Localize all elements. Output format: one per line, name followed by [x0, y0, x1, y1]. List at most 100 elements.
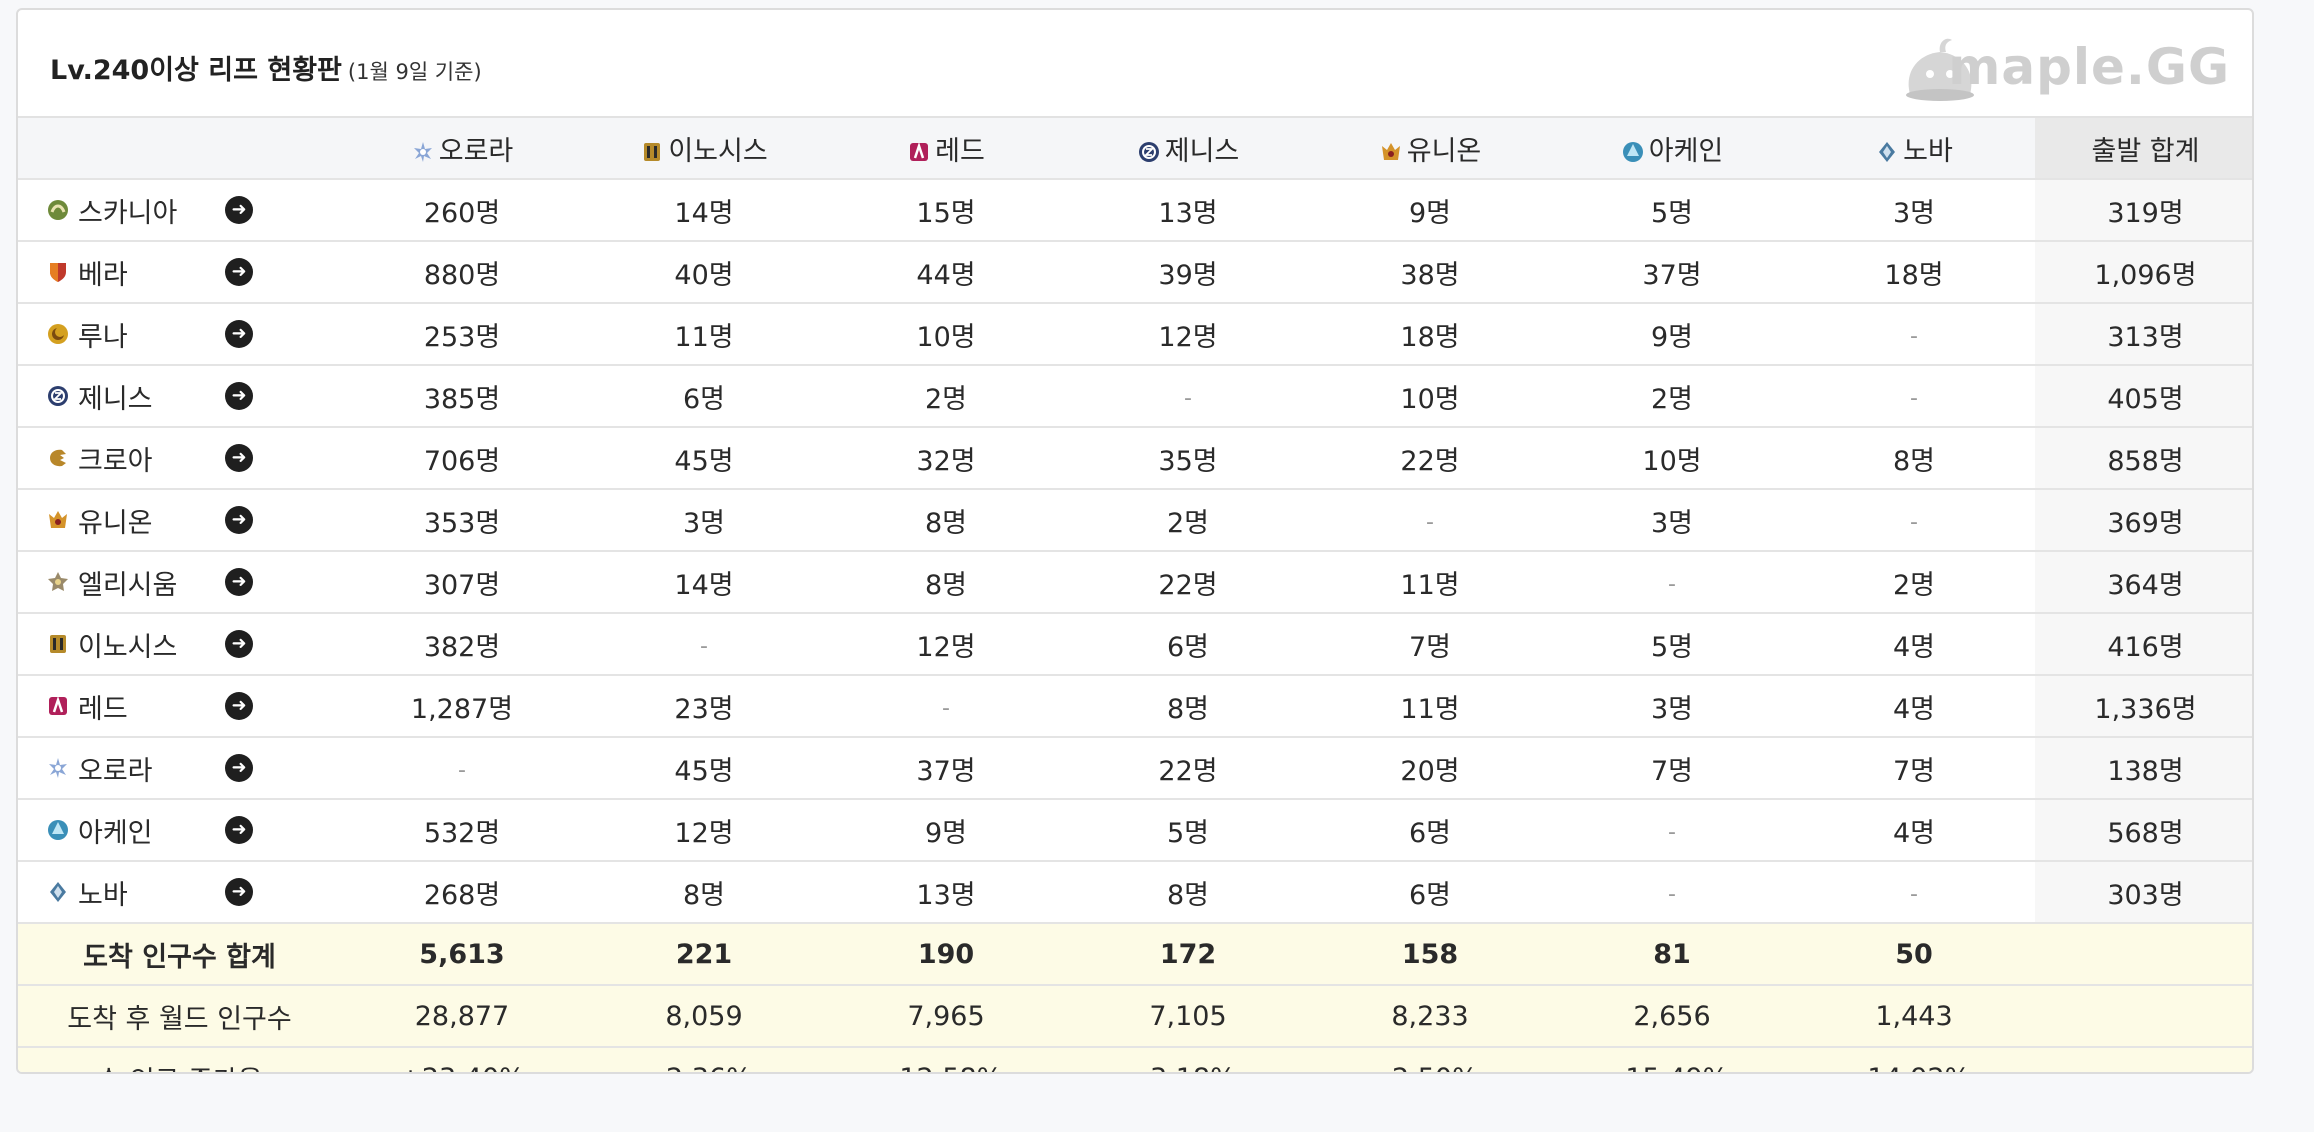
row-total-cell: 568명: [2035, 799, 2252, 862]
empty-dash: -: [1910, 881, 1918, 907]
row-world-cell: 아케인 ➜: [18, 799, 341, 862]
empty-dash: -: [700, 633, 708, 659]
summary-value: -3.18%: [1067, 1047, 1309, 1072]
summary-value: 7,965: [825, 985, 1067, 1048]
arrow-right-icon[interactable]: ➜: [225, 630, 253, 658]
logo-text: maple.GG: [1948, 38, 2230, 96]
value-cell: 20명: [1309, 737, 1551, 800]
value-cell: 12명: [825, 613, 1067, 676]
column-header-total[interactable]: 출발 합계: [2035, 118, 2252, 180]
column-header[interactable]: 노바: [1793, 118, 2035, 180]
row-total-cell: 1,336명: [2035, 675, 2252, 738]
value-cell: 8명: [1067, 675, 1309, 738]
table-row: 엘리시움 ➜ 307명 14명 8명 22명 11명 - 2명 364명: [18, 551, 2252, 614]
value-cell: 10명: [825, 303, 1067, 366]
value-cell: 45명: [583, 737, 825, 800]
value-cell: 880명: [341, 241, 583, 304]
world-name: 엘리시움: [78, 569, 178, 601]
world-name: 레드: [78, 693, 128, 725]
arrow-right-icon[interactable]: ➜: [225, 692, 253, 720]
value-cell: 8명: [1793, 427, 2035, 490]
maplegg-logo[interactable]: maple.GG: [1900, 24, 2230, 104]
arrow-right-icon[interactable]: ➜: [225, 506, 253, 534]
value-cell: -: [583, 613, 825, 676]
value-cell: -: [1551, 799, 1793, 862]
summary-value: 158: [1309, 923, 1551, 986]
arrow-right-icon[interactable]: ➜: [225, 320, 253, 348]
arrow-right-icon[interactable]: ➜: [225, 258, 253, 286]
arrow-right-icon[interactable]: ➜: [225, 878, 253, 906]
column-header-label: 레드: [935, 135, 985, 167]
title-date: (1월 9일 기준): [347, 60, 482, 84]
value-cell: 8명: [825, 551, 1067, 614]
row-total-cell: 313명: [2035, 303, 2252, 366]
value-cell: 706명: [341, 427, 583, 490]
arrow-right-icon[interactable]: ➜: [225, 382, 253, 410]
value-cell: 4명: [1793, 675, 2035, 738]
column-header-label: 이노시스: [668, 135, 768, 167]
slime-logo-icon: [1906, 38, 1974, 101]
nova-icon: [46, 880, 70, 904]
empty-dash: -: [1910, 509, 1918, 535]
world-name: 유니온: [78, 507, 153, 539]
empty-dash: -: [458, 757, 466, 783]
value-cell: 4명: [1793, 613, 2035, 676]
value-cell: 14명: [583, 179, 825, 242]
row-total-cell: 1,096명: [2035, 241, 2252, 304]
bera-icon: [46, 260, 70, 284]
value-cell: 37명: [825, 737, 1067, 800]
value-cell: -: [1793, 365, 2035, 428]
row-world-cell: 스카니아 ➜: [18, 179, 341, 242]
column-header[interactable]: 유니온: [1309, 118, 1551, 180]
summary-label: 순 인구 증가율: [18, 1047, 341, 1072]
value-cell: -: [1793, 489, 2035, 552]
column-header[interactable]: 레드: [825, 118, 1067, 180]
aurora-icon: [411, 140, 435, 164]
column-header[interactable]: 이노시스: [583, 118, 825, 180]
table-row: 크로아 ➜ 706명 45명 32명 35명 22명 10명 8명 858명: [18, 427, 2252, 490]
column-header-label: 제니스: [1164, 135, 1240, 167]
arrow-right-icon[interactable]: ➜: [225, 568, 253, 596]
arrow-right-icon[interactable]: ➜: [225, 444, 253, 472]
table-row: 베라 ➜ 880명 40명 44명 39명 38명 37명 18명 1,096명: [18, 241, 2252, 304]
summary-value: 8,059: [583, 985, 825, 1048]
value-cell: 10명: [1551, 427, 1793, 490]
value-cell: 6명: [1067, 613, 1309, 676]
column-header[interactable]: 아케인: [1551, 118, 1793, 180]
table-row: 루나 ➜ 253명 11명 10명 12명 18명 9명 - 313명: [18, 303, 2252, 366]
value-cell: 35명: [1067, 427, 1309, 490]
row-total-cell: 369명: [2035, 489, 2252, 552]
leap-table: 오로라 이노시스 레드 제니스 유니온 아케인 노바 출발 합계 스카니아 ➜ 260명 14명 15…: [18, 118, 2252, 1072]
value-cell: 2명: [1551, 365, 1793, 428]
column-header-label: 노바: [1903, 135, 1953, 167]
luna-icon: [46, 322, 70, 346]
arrow-right-icon[interactable]: ➜: [225, 816, 253, 844]
column-header-label: 유니온: [1406, 135, 1482, 167]
arrow-right-icon[interactable]: ➜: [225, 196, 253, 224]
world-name: 아케인: [78, 817, 153, 849]
value-cell: 3명: [1551, 489, 1793, 552]
value-cell: 353명: [341, 489, 583, 552]
value-cell: 23명: [583, 675, 825, 738]
value-cell: 10명: [1309, 365, 1551, 428]
row-world-cell: 레드 ➜: [18, 675, 341, 738]
value-cell: 13명: [825, 861, 1067, 924]
value-cell: 32명: [825, 427, 1067, 490]
arrow-right-icon[interactable]: ➜: [225, 754, 253, 782]
row-total-cell: 858명: [2035, 427, 2252, 490]
value-cell: 6명: [1309, 861, 1551, 924]
value-cell: 3명: [1551, 675, 1793, 738]
value-cell: 6명: [1309, 799, 1551, 862]
header-row: 오로라 이노시스 레드 제니스 유니온 아케인 노바 출발 합계: [18, 118, 2252, 180]
column-header[interactable]: 오로라: [341, 118, 583, 180]
summary-value: 5,613: [341, 923, 583, 986]
value-cell: 8명: [583, 861, 825, 924]
column-header[interactable]: 제니스: [1067, 118, 1309, 180]
value-cell: 2명: [1793, 551, 2035, 614]
summary-value: 8,233: [1309, 985, 1551, 1048]
value-cell: 39명: [1067, 241, 1309, 304]
value-cell: 14명: [583, 551, 825, 614]
value-cell: 385명: [341, 365, 583, 428]
value-cell: 2명: [1067, 489, 1309, 552]
union-icon: [1379, 140, 1403, 164]
